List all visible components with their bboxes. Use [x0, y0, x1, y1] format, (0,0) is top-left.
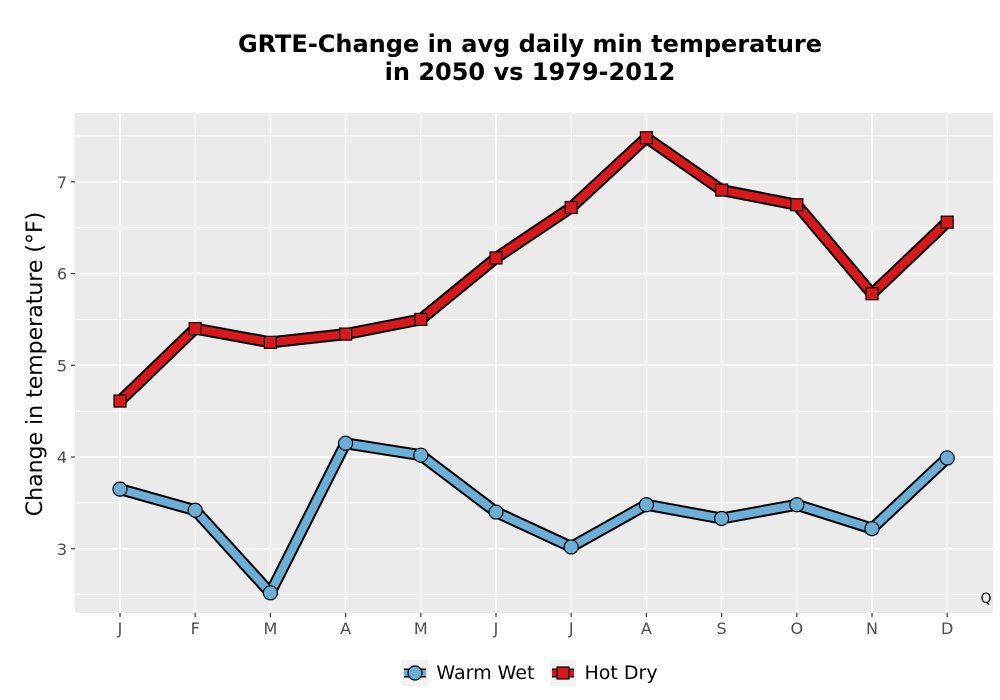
axis-ticks: [71, 181, 948, 617]
data-point-warm-wet: [638, 497, 655, 513]
data-point-hot-dry: [564, 200, 578, 215]
x-tick-label: O: [791, 619, 804, 638]
data-point-hot-dry: [263, 335, 277, 349]
data-point-hot-dry: [714, 183, 729, 197]
chart-title-line-2: in 2050 vs 1979-2012: [384, 58, 676, 86]
data-point-hot-dry: [414, 312, 428, 327]
y-tick-label: 4: [57, 448, 67, 467]
legend-item-warm-wet: Warm Wet: [402, 660, 534, 686]
data-point-hot-dry: [790, 198, 804, 212]
x-tick-label: D: [941, 619, 953, 638]
y-tick-label: 7: [57, 173, 67, 192]
data-point-warm-wet: [789, 497, 805, 513]
data-point-warm-wet: [864, 520, 880, 537]
y-tick-label: 5: [57, 356, 67, 375]
x-tick-label: M: [263, 619, 277, 638]
y-tick-label: 3: [57, 540, 67, 559]
x-tick-label: A: [340, 619, 351, 638]
series-markers: [112, 131, 955, 601]
data-point-hot-dry: [940, 215, 954, 229]
data-point-warm-wet: [713, 510, 730, 527]
data-point-warm-wet: [187, 502, 203, 518]
corner-note: Q: [980, 591, 991, 607]
series-line-hot-dry: [116, 133, 952, 406]
legend-key-warm-wet: [402, 660, 429, 686]
data-point-warm-wet: [413, 447, 429, 463]
x-tick-label: J: [568, 619, 574, 638]
x-tick-label: J: [493, 619, 499, 638]
data-point-hot-dry: [188, 321, 202, 336]
x-tick-label: F: [191, 619, 200, 638]
legend-label-warm-wet: Warm Wet: [436, 662, 535, 684]
x-tick-label: M: [414, 619, 428, 638]
major-gridlines: [75, 113, 993, 613]
data-point-warm-wet: [262, 585, 278, 601]
series-lines: [114, 131, 954, 599]
chart-title-line-1: GRTE-Change in avg daily min temperature: [237, 30, 823, 58]
tick-labels: 3 4 5 6 7 J F M A M J J A S O N D: [57, 173, 954, 638]
legend-item-hot-dry: Hot Dry: [550, 660, 658, 686]
data-point-warm-wet: [338, 435, 354, 451]
data-point-warm-wet: [488, 504, 504, 520]
legend: Warm Wet Hot Dry: [0, 660, 1000, 686]
x-tick-label: N: [866, 619, 878, 638]
data-point-hot-dry: [113, 394, 127, 408]
data-point-hot-dry: [339, 327, 353, 341]
x-tick-label: S: [717, 619, 727, 638]
data-point-hot-dry: [639, 131, 654, 145]
legend-key-hot-dry: [550, 660, 577, 686]
series-line-warm-wet: [116, 439, 952, 597]
x-tick-label: A: [641, 619, 652, 638]
data-point-warm-wet: [563, 539, 579, 555]
data-point-warm-wet: [939, 450, 955, 466]
x-tick-label: J: [117, 619, 123, 638]
y-axis-title: Change in temperature (°F): [23, 212, 48, 516]
legend-label-hot-dry: Hot Dry: [584, 662, 658, 684]
data-point-hot-dry: [489, 251, 503, 265]
chart-title: GRTE-Change in avg daily min temperature…: [0, 30, 1000, 86]
data-point-warm-wet: [112, 481, 128, 497]
y-tick-label: 6: [57, 265, 67, 284]
data-point-hot-dry: [865, 287, 879, 301]
